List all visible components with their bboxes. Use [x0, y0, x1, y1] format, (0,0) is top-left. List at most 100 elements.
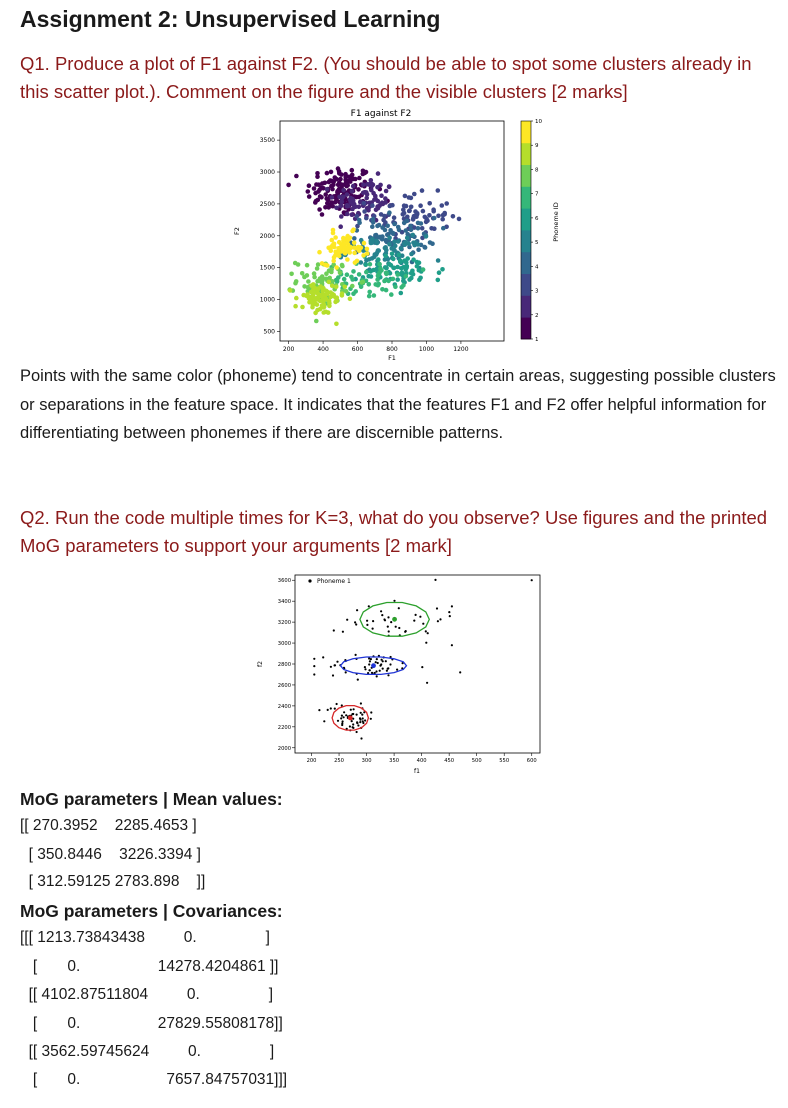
scatter-point-phoneme-6 [399, 266, 404, 271]
question-2: Q2. Run the code multiple times for K=3,… [20, 507, 768, 556]
scatter-point-phoneme-5 [374, 240, 380, 246]
scatter-point-phoneme-2 [349, 188, 355, 194]
page-title: Assignment 2: Unsupervised Learning [20, 6, 441, 32]
scatter-point-phoneme-10 [344, 245, 350, 251]
x-tick-label: 300 [362, 758, 372, 764]
scatter-point-phoneme-2 [350, 183, 356, 189]
scatter-point [384, 660, 387, 663]
scatter-point-phoneme-3 [414, 214, 419, 219]
scatter-point-phoneme-10 [329, 237, 335, 243]
scatter-point-phoneme-3 [427, 213, 432, 218]
y-tick-label: 2000 [260, 233, 275, 240]
scatter-point-phoneme-2 [362, 190, 367, 195]
scatter-point [387, 630, 390, 633]
scatter-point [393, 599, 396, 602]
scatter-point-phoneme-1 [315, 174, 320, 179]
scatter-point-phoneme-4 [383, 237, 389, 243]
scatter-point-phoneme-9 [306, 296, 312, 301]
scatter-point-phoneme-10 [328, 248, 334, 253]
x-tick-label: 200 [307, 758, 317, 764]
scatter-point [396, 668, 399, 671]
scatter-point-phoneme-10 [347, 235, 353, 241]
covariance-heading: MoG parameters | Covariances: [20, 901, 283, 921]
y-tick-label: 3200 [278, 620, 291, 626]
scatter-point-phoneme-6 [436, 270, 442, 275]
scatter-point-phoneme-4 [404, 218, 410, 224]
scatter-point [340, 704, 343, 707]
scatter-point-phoneme-10 [345, 257, 350, 262]
mean-line-3: [ 312.59125 2783.898 ]] [20, 873, 206, 890]
scatter-point-phoneme-3 [402, 193, 408, 199]
scatter-point-phoneme-9 [339, 291, 345, 296]
scatter-point-phoneme-8 [350, 283, 355, 289]
scatter-point-phoneme-7 [366, 293, 372, 299]
scatter-point-phoneme-4 [352, 236, 357, 241]
scatter-point-phoneme-9 [333, 284, 339, 290]
colorbar-tick-label: 8 [535, 167, 539, 173]
scatter-point-phoneme-1 [330, 203, 335, 209]
colorbar-segment [521, 295, 531, 318]
scatter-point [439, 618, 442, 621]
scatter-point-phoneme-6 [395, 264, 400, 270]
x-tick-label: 600 [352, 346, 364, 353]
scatter-point [381, 667, 384, 670]
scatter-point [329, 707, 332, 710]
scatter-point-phoneme-5 [366, 257, 372, 262]
scatter-point-phoneme-10 [317, 249, 322, 255]
scatter-point [390, 621, 393, 624]
scatter-point-phoneme-1 [325, 200, 330, 206]
scatter-point-phoneme-2 [378, 182, 383, 188]
scatter-point-phoneme-3 [429, 226, 434, 231]
scatter-point [381, 614, 384, 617]
scatter-point [386, 625, 389, 628]
scatter-point-phoneme-2 [373, 207, 379, 213]
scatter-point [340, 714, 343, 717]
scatter-point-phoneme-1 [336, 169, 342, 174]
scatter-point-phoneme-9 [310, 304, 315, 310]
scatter-point [422, 622, 425, 625]
scatter-point-phoneme-1 [313, 190, 318, 196]
scatter-point [362, 721, 365, 725]
scatter-point [326, 708, 329, 711]
colorbar-segment [521, 251, 531, 274]
scatter-point [354, 621, 357, 624]
x-axis-label: f1 [414, 768, 420, 775]
scatter-point [369, 717, 372, 720]
x-tick-label: 1000 [419, 346, 434, 353]
scatter-point-phoneme-6 [411, 257, 416, 262]
chart-title: F1 against F2 [351, 109, 412, 119]
scatter-point [380, 663, 383, 666]
scatter-point [341, 722, 344, 725]
scatter-point-phoneme-10 [319, 261, 325, 266]
scatter-point-phoneme-2 [344, 211, 350, 217]
scatter-point-phoneme-1 [357, 175, 362, 181]
scatter-points [286, 166, 462, 327]
scatter-point-phoneme-6 [383, 253, 388, 259]
scatter-point-phoneme-10 [333, 235, 338, 240]
answer-1: Points with the same color (phoneme) ten… [20, 367, 776, 442]
scatter-point-phoneme-7 [401, 283, 406, 288]
mean-line-1: [[ 270.3952 2285.4653 ] [20, 817, 197, 834]
scatter-point-phoneme-5 [387, 242, 392, 247]
scatter-point-phoneme-2 [364, 195, 369, 201]
scatter-point [333, 707, 336, 710]
scatter-point [350, 720, 353, 723]
scatter-point-phoneme-2 [365, 181, 370, 187]
colorbar-segment [521, 230, 531, 253]
scatter-point-phoneme-3 [361, 201, 367, 206]
scatter-point-phoneme-4 [422, 244, 427, 250]
scatter-point-phoneme-9 [301, 292, 306, 298]
scatter-point-phoneme-5 [402, 241, 407, 247]
scatter-point-phoneme-1 [339, 172, 344, 177]
scatter-point-phoneme-2 [361, 182, 366, 187]
scatter-point-phoneme-10 [330, 227, 336, 233]
scatter-point-phoneme-8 [337, 270, 343, 276]
scatter-point [341, 630, 344, 633]
scatter-point-phoneme-8 [330, 279, 335, 284]
cov-line-1: [[[ 1213.73843438 0. ] [20, 929, 270, 946]
scatter-point [349, 708, 352, 711]
scatter-point-phoneme-1 [306, 183, 312, 188]
scatter-point-phoneme-2 [368, 178, 374, 183]
colorbar-segment [521, 273, 531, 296]
scatter-point-phoneme-2 [344, 192, 350, 197]
